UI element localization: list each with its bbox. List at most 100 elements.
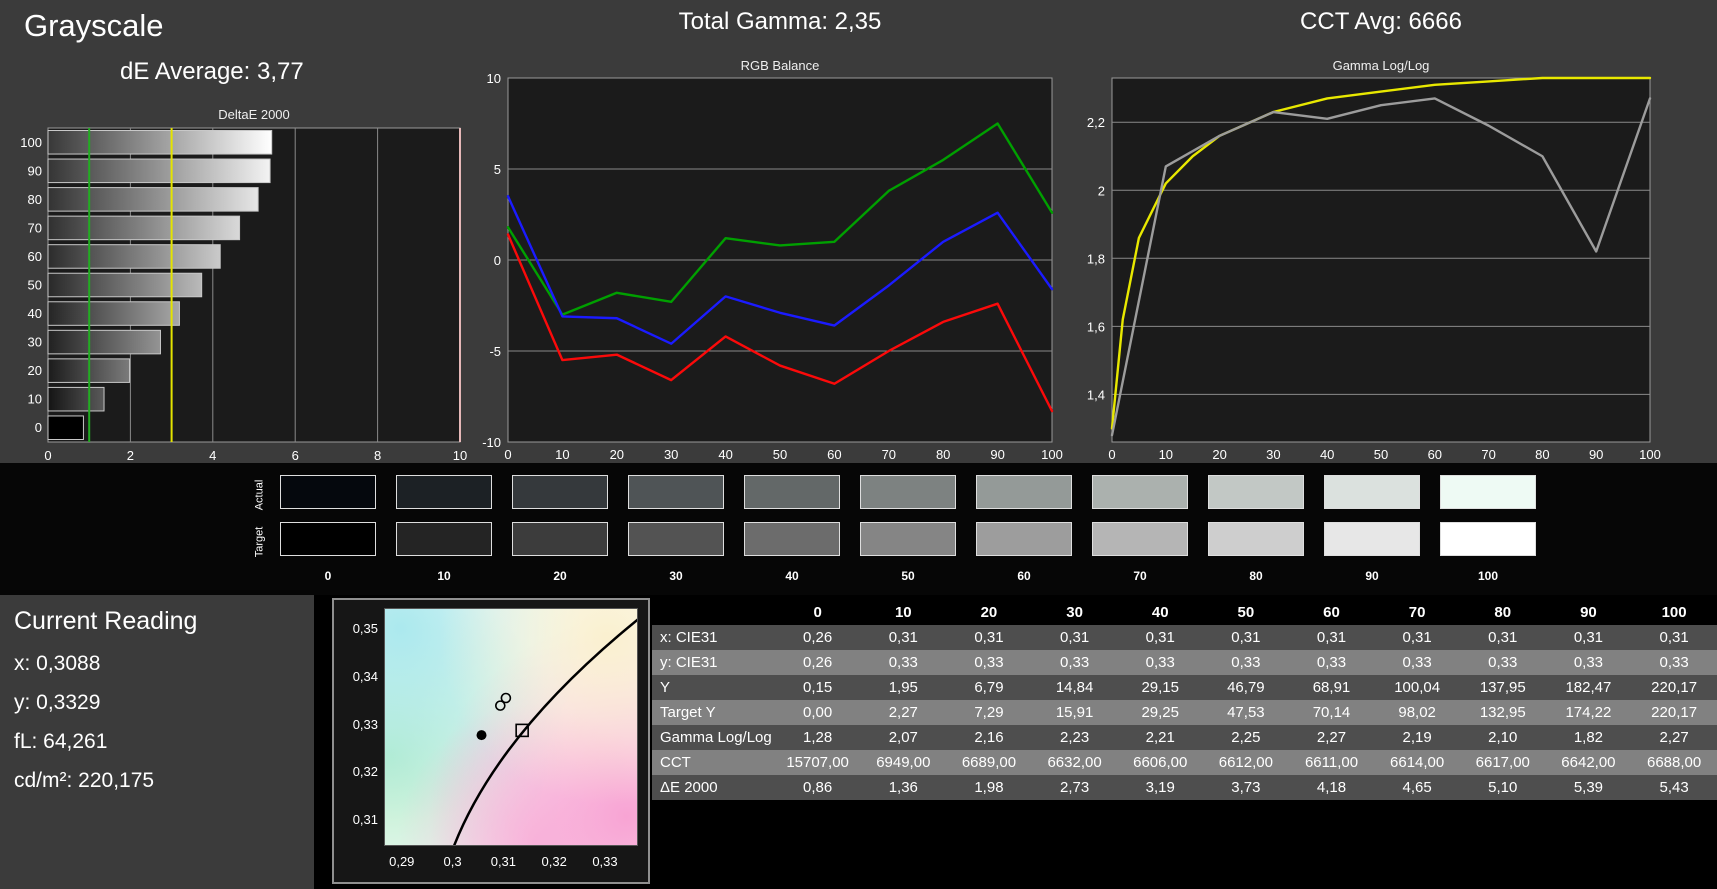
tick-label: 80 (936, 447, 950, 462)
table-cell: 0,33 (1631, 650, 1717, 675)
table-cell: 29,15 (1117, 675, 1204, 700)
swatch-level-label: 40 (785, 569, 799, 583)
cie-y-tick: 0,31 (352, 811, 378, 827)
tick-label: 2 (127, 448, 134, 463)
tick-label: 90 (990, 447, 1004, 462)
table-cell: 220,17 (1631, 675, 1717, 700)
actual-swatch-10 (396, 475, 492, 509)
tick-label: 20 (28, 363, 42, 378)
measurement-table: 0 10 20 30 40 50 60 70 80 90 100 x: CIE31 0,26 0,31 0,… (652, 600, 1717, 800)
table-row-label: y: CIE31 (652, 650, 775, 675)
target-swatch-50 (860, 522, 956, 556)
actual-swatch-30 (628, 475, 724, 509)
table-cell: 15,91 (1031, 700, 1118, 725)
table-cell: 3,73 (1203, 775, 1289, 800)
table-cell: 0,26 (774, 625, 861, 650)
table-col-header: 30 (1066, 604, 1083, 621)
cie-chromaticity-diagram: 0,35 0,34 0,33 0,32 0,31 0,29 0,3 0,31 0,32 0,33 (332, 598, 650, 884)
reading-y: y: 0,3329 (14, 691, 101, 714)
table-cell: 2,27 (1631, 725, 1717, 750)
locus-line (453, 618, 637, 845)
tick-label: 1,6 (1087, 319, 1105, 334)
tick-label: 4 (209, 448, 216, 463)
red-balance-line (506, 233, 1054, 413)
tick-label: 0 (44, 448, 51, 463)
table-cell: 1,98 (946, 775, 1032, 800)
cie-plot (384, 608, 638, 846)
table-cell: 6611,00 (1288, 750, 1375, 775)
table-cell: 68,91 (1288, 675, 1375, 700)
tick-label: 50 (28, 278, 42, 293)
table-row: Gamma Log/Log 1,28 2,07 2,16 2,23 2,21 2,25 2,2… (652, 725, 1717, 750)
table-cell: 1,36 (860, 775, 947, 800)
cie-x-tick: 0,33 (592, 854, 618, 869)
table-cell: 182,47 (1545, 675, 1632, 700)
deltae-bar-0 (47, 415, 84, 441)
reading-cdm2: cd/m²: 220,175 (14, 769, 155, 792)
tick-label: 10 (28, 392, 42, 407)
target-swatch-0 (280, 522, 376, 556)
table-cell: 0,31 (946, 625, 1032, 650)
table-col-header: 60 (1323, 604, 1340, 621)
tick-label: 40 (718, 447, 732, 462)
table-cell: 0,31 (1031, 625, 1118, 650)
table-col-header: 100 (1661, 604, 1687, 621)
swatch-level-label: 50 (901, 569, 915, 583)
tick-label: -5 (489, 344, 501, 359)
target-point-marker (515, 723, 529, 738)
tick-label: 70 (1481, 447, 1495, 462)
actual-swatch-0 (280, 475, 376, 509)
table-cell: 220,17 (1631, 700, 1717, 725)
gamma-loglog-chart: 2,2 2 1,8 1,6 1,4 0 10 20 30 40 50 60 70 80 90 100 (1087, 76, 1661, 462)
measured-point-marker (476, 730, 487, 741)
plot-area (1111, 77, 1651, 443)
table-row-label: Target Y (652, 700, 775, 725)
table-cell: 0,26 (774, 650, 861, 675)
tick-label: 90 (28, 163, 42, 178)
table-cell: 0,33 (1374, 650, 1460, 675)
table-cell: 6689,00 (946, 750, 1032, 775)
tick-label: 10 (487, 71, 501, 86)
deltae-bar-40 (47, 301, 180, 326)
table-row: x: CIE31 0,26 0,31 0,31 0,31 0,31 0,31 0,31 0,31… (652, 625, 1717, 650)
reading-trail-marker (495, 700, 506, 711)
tick-label: 50 (773, 447, 787, 462)
total-gamma-label: Total Gamma: 2,35 (678, 8, 882, 35)
table-cell: 2,27 (1288, 725, 1375, 750)
table-cell: 2,27 (860, 700, 947, 725)
tick-label: 60 (1428, 447, 1442, 462)
tick-label: 60 (827, 447, 841, 462)
table-cell: 137,95 (1459, 675, 1546, 700)
reading-x: x: 0,3088 (14, 652, 101, 675)
table-row-label: x: CIE31 (652, 625, 775, 650)
swatch-level-label: 60 (1017, 569, 1031, 583)
target-gamma-line (1110, 76, 1652, 430)
deltae-bar-10 (47, 386, 105, 412)
target-swatch-70 (1092, 522, 1188, 556)
cie-x-tick: 0,29 (389, 854, 415, 869)
table-cell: 1,28 (774, 725, 861, 750)
tick-label: 80 (1535, 447, 1549, 462)
table-cell: 2,21 (1117, 725, 1204, 750)
rgb-balance-chart-title: RGB Balance (740, 58, 820, 73)
measured-gamma-line (1110, 97, 1652, 437)
table-cell: 2,07 (860, 725, 947, 750)
table-cell: 5,43 (1631, 775, 1717, 800)
cie-y-tick: 0,35 (352, 621, 378, 637)
table-cell: 6612,00 (1203, 750, 1289, 775)
table-cell: 0,33 (1545, 650, 1632, 675)
table-cell: 0,33 (1031, 650, 1118, 675)
table-row: ΔE 2000 0,86 1,36 1,98 2,73 3,19 3,73 4,18 4,65 5… (652, 775, 1717, 800)
swatch-level-label: 20 (553, 569, 567, 583)
target-swatch-30 (628, 522, 724, 556)
table-cell: 0,31 (1117, 625, 1204, 650)
table-cell: 0,00 (774, 700, 861, 725)
tick-label: 1,8 (1087, 251, 1105, 266)
table-cell: 7,29 (946, 700, 1032, 725)
actual-swatch-70 (1092, 475, 1188, 509)
current-reading-title: Current Reading (14, 607, 198, 635)
swatch-grid: 0 10 20 30 40 50 60 70 80 90 100 (280, 475, 1536, 583)
swatch-level-label: 0 (324, 569, 332, 583)
